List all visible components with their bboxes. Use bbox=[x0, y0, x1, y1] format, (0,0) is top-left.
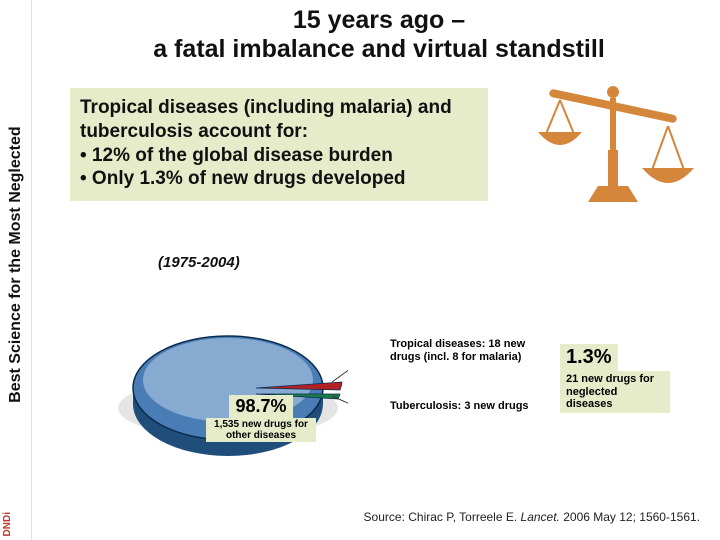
source-journal: Lancet. bbox=[521, 510, 560, 524]
center-pct: 98.7% bbox=[229, 395, 292, 418]
callout-bullet-2: • Only 1.3% of new drugs developed bbox=[80, 167, 478, 191]
scales-icon bbox=[528, 72, 698, 222]
callout-box: Tropical diseases (including malaria) an… bbox=[70, 88, 488, 201]
title-line-2: a fatal imbalance and virtual standstill bbox=[48, 35, 710, 64]
pie-chart bbox=[108, 278, 348, 488]
sidebar: Best Science for the Most Neglected DNDi bbox=[0, 0, 32, 540]
center-sub: 1,535 new drugs for other diseases bbox=[206, 418, 316, 442]
legend-tropical: Tropical diseases: 18 new drugs (incl. 8… bbox=[390, 338, 530, 363]
pie-center-label: 98.7% 1,535 new drugs for other diseases bbox=[206, 395, 316, 443]
brand-logo: DNDi bbox=[2, 512, 13, 536]
period-label: (1975-2004) bbox=[158, 254, 240, 271]
source-prefix: Source: Chirac P, Torreele E. bbox=[364, 510, 521, 524]
sidebar-tagline: Best Science for the Most Neglected bbox=[7, 126, 25, 403]
source-suffix: 2006 May 12; 1560-1561. bbox=[560, 510, 700, 524]
callout-intro: Tropical diseases (including malaria) an… bbox=[80, 96, 478, 144]
summary-pct: 1.3% bbox=[560, 344, 618, 371]
callout-bullet-1: • 12% of the global disease burden bbox=[80, 144, 478, 168]
summary-box: 1.3% 21 new drugs for neglected diseases bbox=[560, 344, 680, 413]
slide-main: 15 years ago – a fatal imbalance and vir… bbox=[38, 0, 720, 540]
slide-title: 15 years ago – a fatal imbalance and vir… bbox=[38, 0, 720, 64]
legend-tb: Tuberculosis: 3 new drugs bbox=[390, 400, 530, 413]
summary-sub: 21 new drugs for neglected diseases bbox=[560, 371, 670, 413]
source-citation: Source: Chirac P, Torreele E. Lancet. 20… bbox=[364, 510, 700, 524]
title-line-1: 15 years ago – bbox=[48, 6, 710, 35]
